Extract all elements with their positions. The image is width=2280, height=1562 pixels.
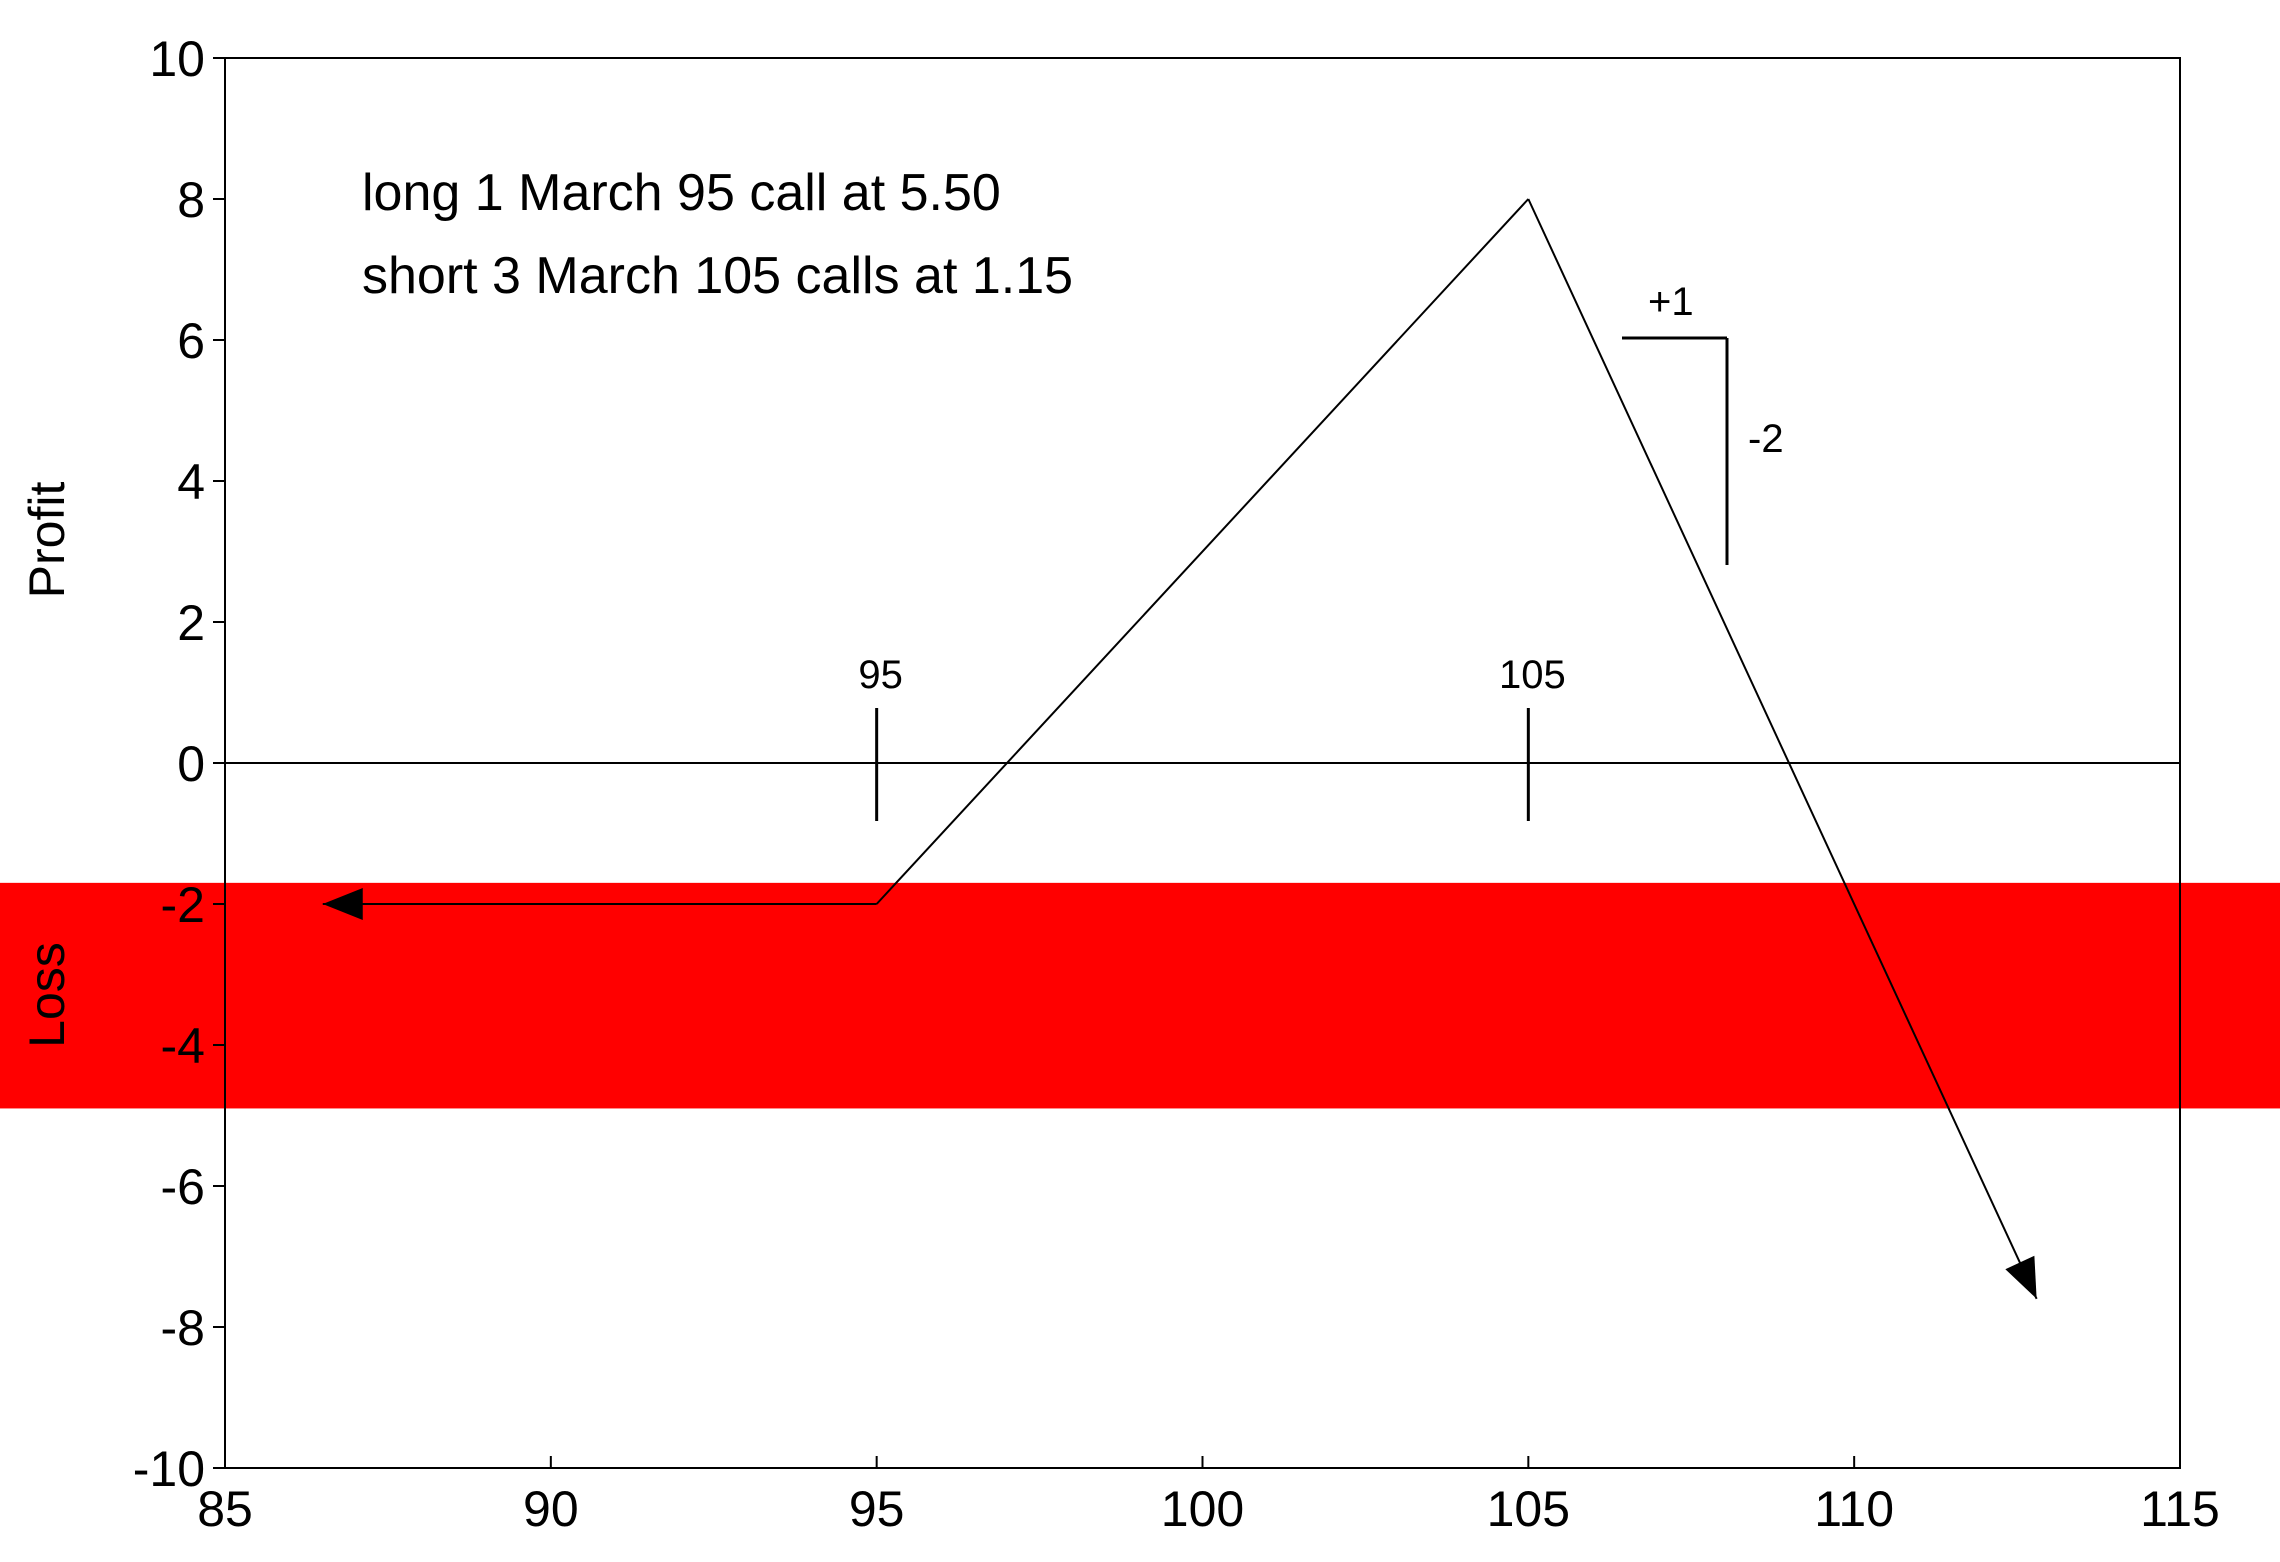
y-tick-label: -6 (161, 1159, 205, 1215)
y-tick-label: -2 (161, 877, 205, 933)
x-tick-label: 95 (849, 1481, 905, 1537)
strike-label: 95 (858, 653, 903, 697)
x-tick-label: 85 (197, 1481, 253, 1537)
legend-line-1: long 1 March 95 call at 5.50 (362, 164, 1001, 222)
loss-band (0, 882, 2280, 1109)
slope-rise-label: -2 (1748, 417, 1784, 461)
slope-indicator: +1 -2 (1622, 280, 1784, 565)
y-tick-label: 4 (177, 454, 205, 510)
y-tick-label: 8 (177, 172, 205, 228)
strike-marks: 95 105 (858, 653, 1566, 821)
y-tick-label: -8 (161, 1300, 205, 1356)
y-tick-label: 10 (149, 31, 205, 87)
y-tick-label: 0 (177, 736, 205, 792)
x-tick-label: 105 (1487, 1481, 1570, 1537)
y-axis-label-loss: Loss (19, 942, 75, 1048)
y-tick-label: -4 (161, 1018, 205, 1074)
x-axis-ticks: 85 90 95 100 105 110 115 (197, 1456, 2220, 1537)
strike-label: 105 (1499, 653, 1566, 697)
payoff-arrow-right (1527, 198, 2038, 1300)
x-tick-label: 90 (523, 1481, 579, 1537)
x-tick-label: 110 (1814, 1481, 1894, 1537)
x-tick-label: 100 (1161, 1481, 1244, 1537)
y-axis-label-profit: Profit (19, 482, 75, 599)
y-tick-label: -10 (133, 1441, 205, 1497)
x-tick-label: 115 (2140, 1481, 2220, 1537)
y-axis-ticks: 10 8 6 4 2 0 -2 -4 -6 -8 -10 (133, 31, 225, 1497)
payoff-line (875, 198, 1530, 905)
legend-line-2: short 3 March 105 calls at 1.15 (362, 247, 1073, 305)
y-tick-label: 2 (177, 595, 205, 651)
slope-run-label: +1 (1648, 280, 1694, 324)
y-tick-label: 6 (177, 313, 205, 369)
